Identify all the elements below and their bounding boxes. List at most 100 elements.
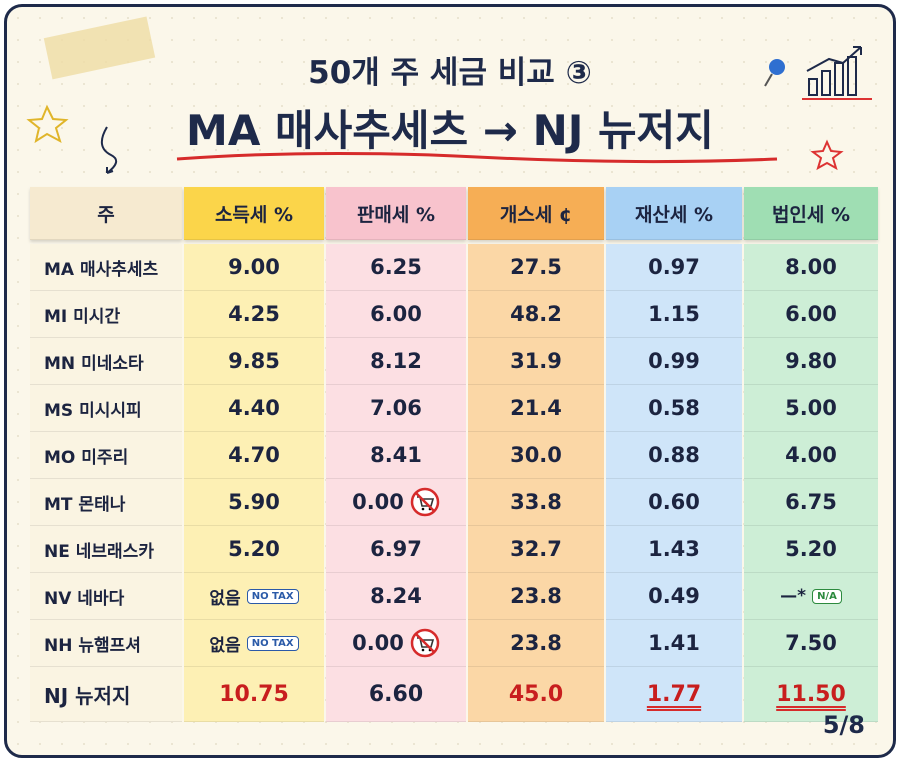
cell-text: MS 미시시피 (44, 400, 142, 421)
table-cell: 30.0 (468, 432, 604, 479)
cell-text: 6.60 (368, 681, 424, 707)
cell-text: —* (780, 586, 807, 606)
table-cell: 0.60 (606, 479, 742, 526)
table-cell: 0.00 (326, 620, 466, 667)
cell-text: 48.2 (510, 302, 562, 326)
table-cell: 23.8 (468, 573, 604, 620)
title: MA 매사추세츠 → NJ 뉴저지 (186, 106, 714, 155)
table-cell: 6.00 (326, 291, 466, 338)
table-cell: 27.5 (468, 244, 604, 291)
cell-text: 9.80 (785, 349, 837, 373)
table-cell: 4.00 (744, 432, 878, 479)
cell-text: 5.00 (785, 396, 837, 420)
pin (769, 59, 785, 75)
cell-text: 없음 (209, 635, 241, 656)
page-number: 5/8 (822, 711, 865, 739)
table-cell: 8.12 (326, 338, 466, 385)
row-label: MO 미주리 (30, 432, 182, 479)
table-cell: 1.77 (606, 667, 742, 722)
column-header: 소득세 % (184, 187, 324, 240)
cell-text: MI 미시간 (44, 306, 121, 327)
table-cell: 6.00 (744, 291, 878, 338)
badge: N/A (812, 588, 842, 604)
table-cell: 0.00 (326, 479, 466, 526)
table-cell: 6.25 (326, 244, 466, 291)
table-cell: 5.20 (184, 526, 324, 573)
cell-text: 7.50 (785, 631, 837, 655)
cell-text: 23.8 (510, 584, 562, 608)
badge: NO TAX (246, 588, 299, 604)
table-cell: 8.41 (326, 432, 466, 479)
table-cell: 9.00 (184, 244, 324, 291)
cell-text: 31.9 (510, 349, 562, 373)
table-cell: 7.06 (326, 385, 466, 432)
cell-text: 8.41 (370, 443, 422, 467)
table-cell: 0.49 (606, 573, 742, 620)
cell-text: 5.90 (228, 490, 280, 514)
column-header: 재산세 % (606, 187, 742, 240)
table-cell: 11.50 (744, 667, 878, 722)
cell-text: 21.4 (510, 396, 562, 420)
cell-text: 9.85 (228, 349, 280, 373)
cell-text: 0.60 (648, 490, 700, 514)
table-cell: 0.97 (606, 244, 742, 291)
row-label: MI 미시간 (30, 291, 182, 338)
cell-text: NJ 뉴저지 (44, 683, 131, 708)
cell-text: MO 미주리 (44, 447, 129, 468)
badge: NO TAX (246, 635, 299, 651)
cell-text: 4.00 (785, 443, 837, 467)
table-cell: 4.40 (184, 385, 324, 432)
cell-text: MA 매사추세츠 (44, 259, 159, 280)
row-label: MA 매사추세츠 (30, 244, 182, 291)
cell-text: 1.41 (648, 631, 700, 655)
row-label: MT 몬태나 (30, 479, 182, 526)
column-header: 법인세 % (744, 187, 878, 240)
table-cell: 31.9 (468, 338, 604, 385)
row-label: MS 미시시피 (30, 385, 182, 432)
row-label: NH 뉴햄프셔 (30, 620, 182, 667)
column-header: 주 (30, 187, 182, 240)
arrow (100, 126, 118, 174)
table-cell: 0.58 (606, 385, 742, 432)
cell-text: 1.77 (646, 681, 702, 707)
row-label: NE 네브래스카 (30, 526, 182, 573)
star (26, 104, 69, 144)
no-cart-icon (410, 628, 440, 658)
cell-text: 1.43 (648, 537, 700, 561)
table-cell: 7.50 (744, 620, 878, 667)
table-cell: 33.8 (468, 479, 604, 526)
table-cell: 4.70 (184, 432, 324, 479)
cell-text: 45.0 (508, 681, 564, 707)
column-header: 판매세 % (326, 187, 466, 240)
table-cell: 45.0 (468, 667, 604, 722)
table-cell: 5.20 (744, 526, 878, 573)
cell-text: 6.00 (785, 302, 837, 326)
table-cell: 0.88 (606, 432, 742, 479)
table: 주 소득세 % 판매세 % 개스세 ¢ 재산세 % 법인세 % MA 매사추세츠 9.00 6.… (30, 187, 878, 722)
title-underline (176, 151, 778, 164)
cell-text: MN 미네소타 (44, 353, 144, 374)
table-cell: 32.7 (468, 526, 604, 573)
table-cell: 9.85 (184, 338, 324, 385)
table-cell: 6.75 (744, 479, 878, 526)
table-cell: 없음 NO TAX (184, 573, 324, 620)
cell-text: 0.97 (648, 255, 700, 279)
table-cell: 0.99 (606, 338, 742, 385)
cell-text: 0.49 (648, 584, 700, 608)
table-cell: 6.97 (326, 526, 466, 573)
column-header: 개스세 ¢ (468, 187, 604, 240)
cell-text: 6.00 (370, 302, 422, 326)
cell-text: 8.24 (370, 584, 422, 608)
table-cell: 10.75 (184, 667, 324, 722)
table-cell: 21.4 (468, 385, 604, 432)
table-cell: 없음 NO TAX (184, 620, 324, 667)
cell-text: 0.00 (352, 490, 404, 514)
cell-text: 0.00 (352, 631, 404, 655)
cell-text: MT 몬태나 (44, 494, 126, 515)
cell-text: 8.00 (785, 255, 837, 279)
cell-text: 10.75 (219, 681, 289, 707)
row-label: MN 미네소타 (30, 338, 182, 385)
cell-text: 27.5 (510, 255, 562, 279)
table-cell: 6.60 (326, 667, 466, 722)
